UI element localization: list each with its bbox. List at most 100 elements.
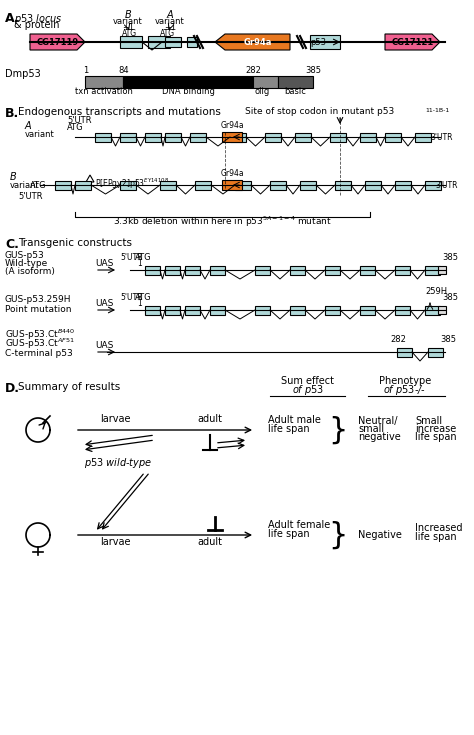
FancyBboxPatch shape bbox=[230, 132, 246, 142]
FancyBboxPatch shape bbox=[165, 265, 180, 274]
FancyBboxPatch shape bbox=[210, 306, 225, 315]
Text: Gr94a: Gr94a bbox=[243, 37, 272, 46]
Polygon shape bbox=[385, 34, 440, 50]
Text: A.: A. bbox=[5, 12, 19, 25]
FancyBboxPatch shape bbox=[415, 132, 431, 142]
Polygon shape bbox=[215, 34, 290, 50]
Text: small: small bbox=[358, 424, 384, 434]
FancyBboxPatch shape bbox=[123, 76, 253, 88]
FancyBboxPatch shape bbox=[360, 265, 375, 274]
Text: Increased: Increased bbox=[415, 523, 463, 533]
FancyBboxPatch shape bbox=[438, 306, 446, 314]
FancyBboxPatch shape bbox=[360, 306, 375, 315]
FancyBboxPatch shape bbox=[85, 76, 123, 88]
Text: 5'UTR: 5'UTR bbox=[120, 293, 143, 302]
FancyBboxPatch shape bbox=[397, 348, 412, 356]
Text: B: B bbox=[125, 10, 131, 20]
FancyBboxPatch shape bbox=[185, 306, 200, 315]
FancyBboxPatch shape bbox=[278, 76, 313, 88]
Text: life span: life span bbox=[415, 532, 456, 542]
FancyBboxPatch shape bbox=[195, 181, 211, 190]
Text: Wild-type: Wild-type bbox=[5, 259, 48, 268]
FancyBboxPatch shape bbox=[185, 265, 200, 274]
Text: life span: life span bbox=[268, 424, 310, 434]
FancyBboxPatch shape bbox=[325, 265, 340, 274]
Text: 282: 282 bbox=[245, 66, 261, 75]
Text: txn activation: txn activation bbox=[75, 87, 133, 96]
Text: Summary of results: Summary of results bbox=[18, 382, 120, 392]
FancyBboxPatch shape bbox=[335, 181, 351, 190]
Text: 84: 84 bbox=[118, 66, 129, 75]
Text: B.: B. bbox=[5, 107, 19, 120]
FancyBboxPatch shape bbox=[235, 181, 251, 190]
FancyBboxPatch shape bbox=[385, 132, 401, 142]
Text: ATG: ATG bbox=[135, 293, 152, 302]
Text: C-terminal p53: C-terminal p53 bbox=[5, 349, 73, 358]
Text: $p53$ locus: $p53$ locus bbox=[14, 12, 63, 26]
Text: 11-1B-1: 11-1B-1 bbox=[425, 108, 449, 113]
Text: Point mutation: Point mutation bbox=[5, 305, 72, 314]
Text: negative: negative bbox=[358, 432, 401, 442]
Text: variant: variant bbox=[25, 130, 55, 139]
FancyBboxPatch shape bbox=[165, 37, 181, 47]
Text: A: A bbox=[167, 10, 173, 20]
Text: ATG: ATG bbox=[30, 181, 46, 190]
Text: B: B bbox=[10, 172, 17, 182]
Text: 385: 385 bbox=[442, 293, 458, 302]
Text: olig: olig bbox=[255, 87, 270, 96]
FancyBboxPatch shape bbox=[75, 181, 91, 190]
FancyBboxPatch shape bbox=[310, 35, 340, 49]
FancyBboxPatch shape bbox=[165, 306, 180, 315]
Text: p53: p53 bbox=[310, 37, 326, 46]
FancyBboxPatch shape bbox=[360, 132, 376, 142]
Text: 3.3kb deletion within here in p53$^{5A-1-4}$ mutant: 3.3kb deletion within here in p53$^{5A-1… bbox=[113, 215, 332, 229]
Text: ATG: ATG bbox=[160, 29, 175, 38]
Text: life span: life span bbox=[415, 432, 456, 442]
Text: P[EPgy2]p53$^{EY14108}$: P[EPgy2]p53$^{EY14108}$ bbox=[95, 176, 169, 191]
Text: variant: variant bbox=[113, 17, 143, 26]
FancyBboxPatch shape bbox=[265, 132, 281, 142]
Text: GUS-p53.259H: GUS-p53.259H bbox=[5, 295, 72, 304]
Text: ATG: ATG bbox=[122, 29, 137, 38]
FancyBboxPatch shape bbox=[395, 265, 410, 274]
Text: Transgenic constructs: Transgenic constructs bbox=[18, 238, 132, 248]
Text: Site of stop codon in mutant p53: Site of stop codon in mutant p53 bbox=[245, 107, 394, 116]
Text: 5'UTR: 5'UTR bbox=[120, 253, 143, 262]
Text: C.: C. bbox=[5, 238, 19, 251]
FancyBboxPatch shape bbox=[395, 181, 411, 190]
Text: 3'UTR: 3'UTR bbox=[435, 181, 457, 190]
FancyBboxPatch shape bbox=[290, 265, 305, 274]
FancyBboxPatch shape bbox=[145, 265, 160, 274]
FancyBboxPatch shape bbox=[330, 132, 346, 142]
Text: D.: D. bbox=[5, 382, 20, 395]
FancyBboxPatch shape bbox=[270, 181, 286, 190]
Text: Adult male: Adult male bbox=[268, 415, 321, 425]
Text: GUS-p53.Ct$^{AF51}$: GUS-p53.Ct$^{AF51}$ bbox=[5, 337, 75, 351]
FancyBboxPatch shape bbox=[165, 132, 181, 142]
Text: 259H: 259H bbox=[425, 287, 447, 296]
FancyBboxPatch shape bbox=[325, 306, 340, 315]
FancyBboxPatch shape bbox=[187, 37, 197, 47]
FancyBboxPatch shape bbox=[300, 181, 316, 190]
FancyBboxPatch shape bbox=[425, 265, 440, 274]
Text: Small: Small bbox=[415, 416, 442, 426]
Text: GUS-p53: GUS-p53 bbox=[5, 251, 45, 260]
Text: variant: variant bbox=[10, 181, 40, 190]
FancyBboxPatch shape bbox=[253, 76, 278, 88]
FancyBboxPatch shape bbox=[425, 306, 440, 315]
Text: GUS-p53.Ct$^{B440}$: GUS-p53.Ct$^{B440}$ bbox=[5, 328, 75, 342]
Text: UAS: UAS bbox=[95, 259, 113, 268]
Text: }: } bbox=[328, 415, 348, 445]
Text: CG17119: CG17119 bbox=[36, 37, 79, 46]
FancyBboxPatch shape bbox=[425, 181, 441, 190]
Text: 5'UTR: 5'UTR bbox=[67, 116, 91, 125]
FancyBboxPatch shape bbox=[120, 36, 142, 48]
Text: +1: +1 bbox=[164, 23, 176, 32]
Text: (A isoform): (A isoform) bbox=[5, 267, 55, 276]
Text: 385: 385 bbox=[442, 253, 458, 262]
Text: UAS: UAS bbox=[95, 341, 113, 350]
Text: Negative: Negative bbox=[358, 530, 402, 540]
Text: 1: 1 bbox=[137, 299, 142, 308]
FancyBboxPatch shape bbox=[160, 181, 176, 190]
Text: $p53$ wild-type: $p53$ wild-type bbox=[84, 456, 152, 470]
